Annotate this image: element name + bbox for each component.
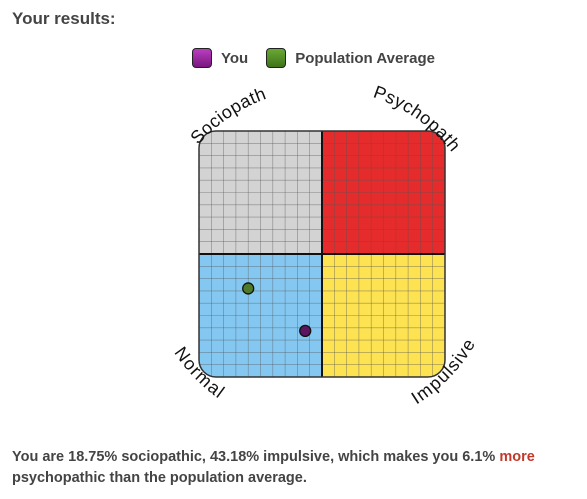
legend-label-population-average: Population Average	[295, 49, 435, 67]
legend-swatch-you	[192, 48, 212, 68]
result-text: You are 18.75% sociopathic, 43.18% impul…	[12, 447, 582, 489]
data-point-you	[299, 324, 312, 338]
results-heading: Your results:	[12, 9, 116, 28]
result-text-prefix: You are 18.75% sociopathic, 43.18% impul…	[12, 449, 500, 465]
board-border	[198, 130, 446, 378]
chart-legend: You Population Average	[192, 48, 443, 68]
result-text-suffix: psychopathic than the population average…	[12, 470, 307, 486]
legend-item-population-average: Population Average	[266, 48, 435, 68]
result-text-highlight: more	[499, 449, 535, 465]
legend-swatch-population-average	[266, 48, 287, 68]
quadrant-board	[199, 131, 445, 377]
legend-label-you: You	[221, 49, 249, 67]
legend-item-you: You	[192, 48, 248, 68]
data-point-population-average	[242, 282, 255, 295]
